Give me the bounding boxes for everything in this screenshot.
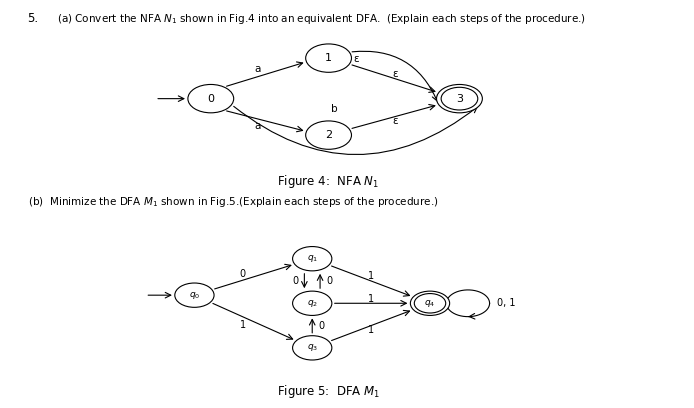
Text: (a) Convert the NFA $N_1$ shown in Fig.4 into an equivalent DFA.  (Explain each : (a) Convert the NFA $N_1$ shown in Fig.4… bbox=[57, 11, 586, 26]
Text: 5.: 5. bbox=[28, 11, 39, 24]
Circle shape bbox=[305, 121, 351, 149]
Text: $q_0$: $q_0$ bbox=[189, 290, 200, 301]
Text: $q_2$: $q_2$ bbox=[307, 298, 318, 309]
Text: Figure 4:  NFA $N_1$: Figure 4: NFA $N_1$ bbox=[278, 173, 380, 190]
Text: b: b bbox=[331, 104, 337, 114]
Text: $q_4$: $q_4$ bbox=[424, 298, 436, 309]
Text: 3: 3 bbox=[456, 94, 463, 104]
Text: 0: 0 bbox=[208, 94, 214, 104]
Text: 1: 1 bbox=[368, 271, 374, 281]
Text: 0, 1: 0, 1 bbox=[498, 298, 516, 308]
Text: Figure 5:  DFA $M_1$: Figure 5: DFA $M_1$ bbox=[277, 383, 380, 400]
Circle shape bbox=[305, 44, 351, 72]
Text: 0: 0 bbox=[240, 269, 246, 279]
Text: 0: 0 bbox=[319, 321, 324, 330]
Text: 1: 1 bbox=[368, 326, 374, 335]
Text: ε: ε bbox=[393, 116, 398, 126]
Text: a: a bbox=[254, 121, 260, 131]
Text: $q_3$: $q_3$ bbox=[307, 342, 318, 353]
Text: 1: 1 bbox=[325, 53, 332, 63]
Circle shape bbox=[293, 246, 332, 271]
Text: a: a bbox=[254, 64, 260, 74]
Text: ε: ε bbox=[353, 54, 359, 64]
Circle shape bbox=[175, 283, 214, 307]
Circle shape bbox=[293, 336, 332, 360]
Text: $q_1$: $q_1$ bbox=[307, 253, 318, 264]
Text: 0: 0 bbox=[292, 276, 298, 286]
Text: 1: 1 bbox=[368, 294, 374, 304]
Text: ε: ε bbox=[393, 69, 398, 78]
Circle shape bbox=[188, 84, 234, 113]
Text: 1: 1 bbox=[240, 320, 246, 330]
Text: (b)  Minimize the DFA $M_1$ shown in Fig.5.(Explain each steps of the procedure.: (b) Minimize the DFA $M_1$ shown in Fig.… bbox=[28, 195, 438, 209]
Circle shape bbox=[410, 291, 450, 315]
Text: 2: 2 bbox=[325, 130, 332, 140]
Circle shape bbox=[293, 291, 332, 315]
Circle shape bbox=[437, 84, 482, 113]
Text: 0: 0 bbox=[326, 276, 332, 286]
